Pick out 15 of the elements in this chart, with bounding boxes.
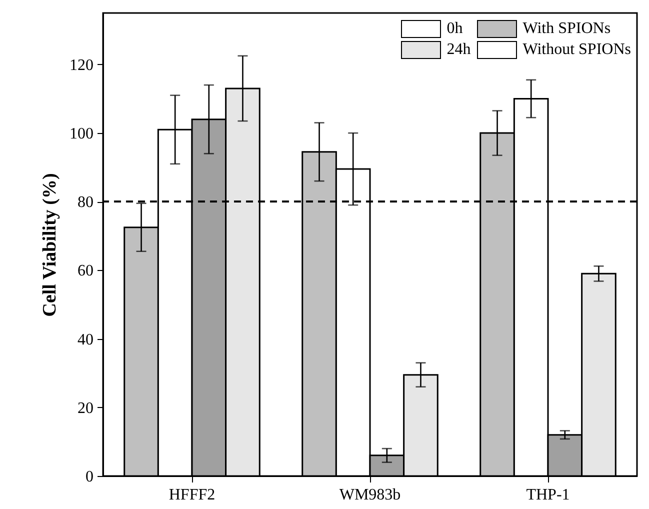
y-tick-label: 20 xyxy=(78,400,94,417)
x-tick-label: HFFF2 xyxy=(168,486,216,504)
y-tick-label: 60 xyxy=(78,262,94,280)
y-tick-label: 40 xyxy=(78,331,94,348)
y-axis-title: Cell Viability (%) xyxy=(40,173,60,317)
y-tick-label: 0 xyxy=(86,468,94,486)
annotation: 24h xyxy=(446,41,471,59)
y-tick-label: 120 xyxy=(70,56,94,74)
y-tick-label: 80 xyxy=(78,194,94,212)
annotation: 0h xyxy=(446,20,464,38)
annotation: With SPIONs xyxy=(522,20,612,38)
y-tick-label: 100 xyxy=(70,126,94,143)
annotation: Without SPIONs xyxy=(522,41,631,59)
x-tick-label: WM983b xyxy=(339,486,401,504)
x-tick-label: THP-1 xyxy=(526,486,570,504)
